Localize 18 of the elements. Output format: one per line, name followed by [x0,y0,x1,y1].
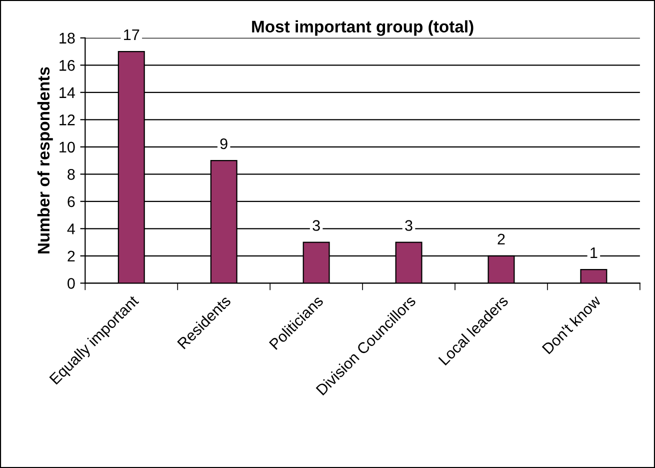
data-label: 3 [312,220,320,231]
y-tick-label: 2 [68,250,75,262]
y-tick-label: 14 [60,87,75,98]
y-tick-label: 16 [60,60,75,71]
y-tick-label: 4 [67,224,75,234]
y-tick-label: 6 [68,196,75,208]
data-label: 2 [498,234,505,244]
y-tick-label: 0 [68,278,75,289]
data-label: 3 [405,220,412,231]
y-tick-label: 12 [60,114,75,126]
chart-title: Most important group (total) [252,20,474,36]
data-label: 1 [590,248,598,258]
y-tick-label: 8 [68,169,75,180]
data-label: 9 [220,138,228,150]
y-axis-title: Number of respondents [37,67,53,254]
y-tick-label: 10 [60,142,75,153]
data-label: 17 [124,30,140,40]
y-tick-label: 18 [60,32,75,44]
